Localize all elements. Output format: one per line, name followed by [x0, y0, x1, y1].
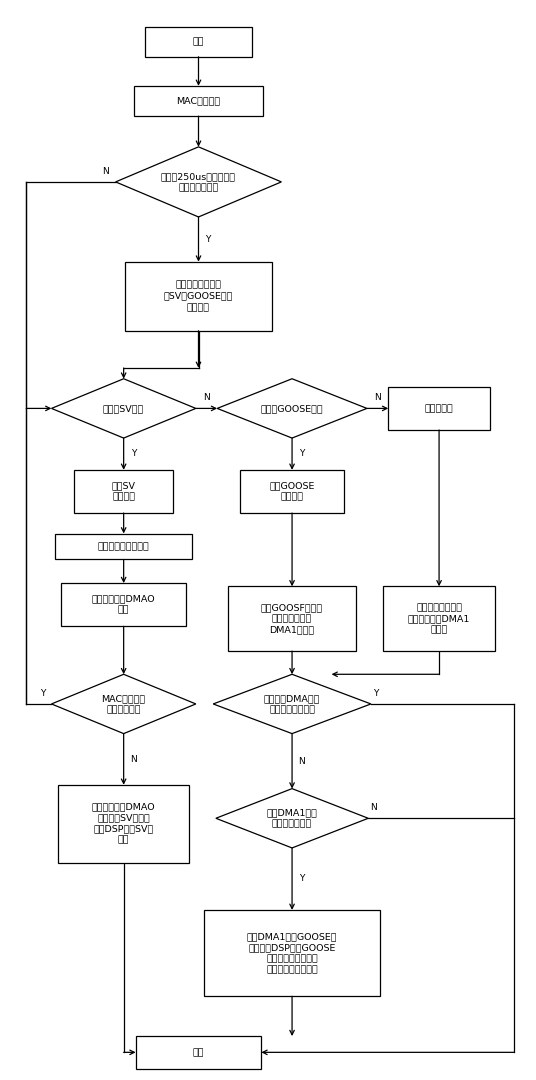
Text: 更新网络报文描述
符和低优先级DMA1
描述符: 更新网络报文描述 符和低优先级DMA1 描述符 [408, 603, 470, 634]
Text: N: N [102, 166, 109, 176]
Text: 定时（250us）检查是否
有网络报文到达: 定时（250us）检查是否 有网络报文到达 [161, 172, 236, 192]
FancyBboxPatch shape [58, 785, 189, 863]
Text: N: N [299, 757, 305, 766]
Text: 第三方报文: 第三方报文 [425, 404, 453, 413]
Text: MAC地址过滤: MAC地址过滤 [176, 96, 220, 106]
FancyBboxPatch shape [136, 1036, 262, 1068]
FancyBboxPatch shape [74, 470, 173, 513]
Text: 统计SV
报文流量: 统计SV 报文流量 [111, 482, 136, 501]
Text: 根据报文特征区分
出SV、GOOSE、第
三方报文: 根据报文特征区分 出SV、GOOSE、第 三方报文 [164, 281, 233, 312]
Text: 统计GOOSE
报文流量: 统计GOOSE 报文流量 [270, 482, 315, 501]
Polygon shape [51, 379, 196, 438]
FancyBboxPatch shape [135, 86, 263, 117]
Text: Y: Y [40, 689, 45, 698]
Text: 更新GOOSF报文描
述符和低优先级
DMA1描述符: 更新GOOSF报文描 述符和低优先级 DMA1描述符 [261, 603, 323, 634]
FancyBboxPatch shape [145, 27, 252, 57]
FancyBboxPatch shape [228, 586, 356, 651]
Text: 是否为GOOSE报文: 是否为GOOSE报文 [260, 404, 323, 413]
Text: 入口: 入口 [193, 37, 204, 46]
Text: MAC缓冲区内
是否还有报文: MAC缓冲区内 是否还有报文 [102, 693, 146, 714]
Polygon shape [51, 674, 196, 733]
Text: 低优先级DMA缓冲
区内是否还有报文: 低优先级DMA缓冲 区内是否还有报文 [264, 693, 320, 714]
Text: 结束: 结束 [193, 1048, 204, 1057]
Text: Y: Y [374, 689, 379, 698]
Polygon shape [216, 788, 368, 848]
FancyBboxPatch shape [61, 583, 187, 626]
FancyBboxPatch shape [56, 534, 192, 559]
Text: N: N [374, 393, 381, 402]
Text: 不大于预先设定的值: 不大于预先设定的值 [98, 542, 150, 551]
Text: N: N [370, 804, 377, 812]
Text: Y: Y [131, 449, 136, 459]
Text: 启动DMA1，把GOOSE报
文搬移到DSP片内GOOSE
缓冲区，第三方报文
搬到片外网络缓冲区: 启动DMA1，把GOOSE报 文搬移到DSP片内GOOSE 缓冲区，第三方报文 … [247, 932, 337, 974]
Text: N: N [203, 393, 210, 402]
Text: 启动高优先级DMAO
搬移，把SV报文搬
移到DSP片内SV缓
冲区: 启动高优先级DMAO 搬移，把SV报文搬 移到DSP片内SV缓 冲区 [92, 802, 155, 845]
FancyBboxPatch shape [125, 261, 272, 330]
FancyBboxPatch shape [204, 910, 380, 996]
Text: 更新高优先级DMAO
描述: 更新高优先级DMAO 描述 [92, 595, 155, 615]
Polygon shape [217, 379, 367, 438]
FancyBboxPatch shape [383, 586, 495, 651]
Polygon shape [213, 674, 371, 733]
Polygon shape [116, 147, 281, 217]
Text: Y: Y [299, 449, 304, 459]
Text: Y: Y [299, 875, 304, 883]
FancyBboxPatch shape [240, 470, 344, 513]
FancyBboxPatch shape [388, 387, 490, 430]
Text: 上次DMA1搬移
操作是否已结束: 上次DMA1搬移 操作是否已结束 [266, 808, 317, 828]
Text: 是否为SV报文: 是否为SV报文 [103, 404, 144, 413]
Text: N: N [130, 755, 137, 764]
Text: Y: Y [205, 234, 211, 244]
